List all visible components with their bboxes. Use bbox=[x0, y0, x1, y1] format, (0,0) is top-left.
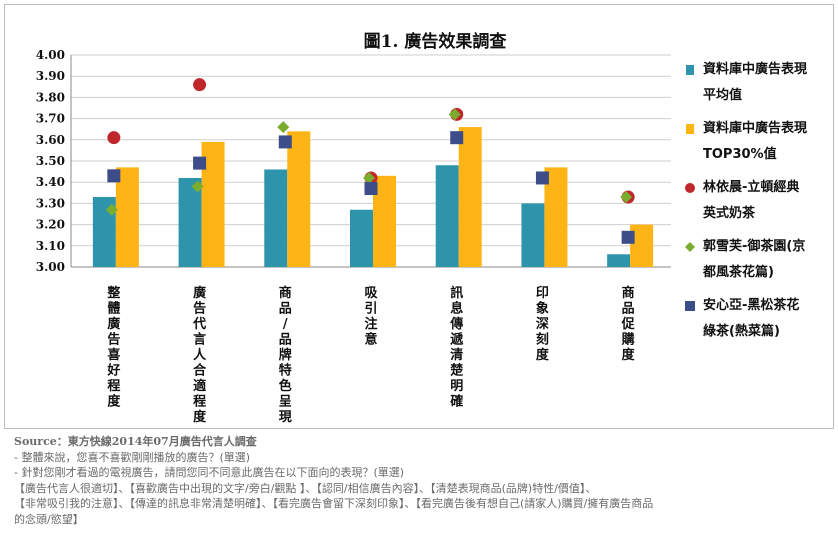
bar-average bbox=[350, 209, 373, 267]
bar-top30 bbox=[287, 131, 311, 267]
note-line: - 整體來說，您喜不喜歡剛剛播放的廣告？(單選) bbox=[14, 450, 251, 464]
bar-average bbox=[607, 254, 631, 267]
marker-square bbox=[621, 230, 635, 244]
legend-label: 資料庫中廣告表現 bbox=[703, 62, 808, 77]
chart-frame: 3.00 3.10 3.20 3.30 3.40 3.50 3.60 3.70 3.80 3.90… bbox=[4, 4, 834, 429]
bar-top30 bbox=[201, 141, 225, 267]
bar-top30 bbox=[630, 224, 654, 267]
y-tick-label: 3.70 bbox=[36, 112, 65, 126]
legend-label: 綠茶(熱菜篇) bbox=[703, 324, 780, 339]
y-tick-label: 3.40 bbox=[36, 175, 65, 189]
legend-label: 平均值 bbox=[703, 88, 743, 103]
y-tick-label: 4.00 bbox=[36, 48, 65, 62]
marker-square bbox=[193, 156, 207, 170]
x-category-label: 廣告代言人合適程度 bbox=[192, 285, 207, 425]
marker-diamond bbox=[448, 108, 461, 121]
legend-item: 郭雪芙-御茶園(京 都風茶花篇) bbox=[681, 234, 831, 286]
marker-circle bbox=[193, 78, 207, 92]
legend-item: 林依晨-立頓經典 英式奶茶 bbox=[681, 175, 831, 227]
legend-item: 安心亞-黑松茶花 綠茶(熱菜篇) bbox=[681, 293, 831, 345]
y-tick-label: 3.00 bbox=[36, 260, 65, 274]
marker-diamond bbox=[277, 121, 290, 134]
bar-top30 bbox=[544, 167, 568, 267]
y-tick-label: 3.10 bbox=[36, 239, 65, 253]
chart-title: 圖1. 廣告效果調查 bbox=[363, 32, 507, 52]
y-tick-label: 3.50 bbox=[36, 154, 65, 168]
legend-item: 資料庫中廣告表現 平均值 bbox=[681, 57, 831, 109]
legend-label: 資料庫中廣告表現 bbox=[703, 121, 808, 136]
y-tick-label: 3.60 bbox=[36, 133, 65, 147]
x-category-label: 商品/品牌特色呈現 bbox=[279, 285, 292, 425]
bar-top30 bbox=[373, 175, 396, 267]
legend-symbol bbox=[685, 242, 695, 252]
bar-top30 bbox=[115, 167, 139, 267]
marker-square bbox=[364, 182, 378, 196]
marker-square bbox=[107, 169, 121, 183]
legend-label: 林依晨-立頓經典 bbox=[703, 180, 800, 195]
legend-item: 資料庫中廣告表現 TOP30%值 bbox=[681, 116, 831, 168]
y-tick-label: 3.30 bbox=[36, 196, 65, 210]
legend-symbol bbox=[685, 183, 695, 193]
bar-average bbox=[521, 203, 545, 267]
legend-symbol bbox=[685, 65, 694, 75]
marker-diamond bbox=[363, 171, 375, 184]
legend-label: 郭雪芙-御茶園(京 bbox=[703, 239, 806, 254]
x-category-label: 商品促購度 bbox=[621, 285, 636, 363]
x-category-label: 印象深刻度 bbox=[536, 286, 550, 363]
bar-top30 bbox=[458, 127, 482, 267]
bar-average bbox=[92, 197, 116, 267]
x-category-label: 吸引注意 bbox=[364, 286, 378, 348]
legend-label: TOP30%值 bbox=[703, 147, 777, 162]
source-note: Source：東方快線2014年07月廣告代言人調查 bbox=[14, 435, 257, 448]
chart-legend: 資料庫中廣告表現 平均值 資料庫中廣告表現 TOP30%值 林依晨-立頓經典 英式奶茶 郭雪… bbox=[681, 57, 831, 352]
note-line: 【廣告代言人很適切】、【喜歡廣告中出現的文字/旁白/觀點 】、【認同/相信廣告內… bbox=[14, 481, 597, 495]
bar-average bbox=[435, 165, 459, 267]
note-line: 【非常吸引我的注意】、【傳達的訊息非常清楚明確】、【看完廣告會留下深刻印象】、【… bbox=[14, 497, 654, 511]
x-category-label: 訊息傳遞清楚明確 bbox=[449, 285, 464, 410]
legend-label: 都風茶花篇) bbox=[703, 265, 774, 280]
marker-diamond bbox=[191, 180, 204, 193]
y-tick-label: 3.80 bbox=[36, 90, 65, 104]
chart-notes: Source：東方快線2014年07月廣告代言人調查 - 整體來說，您喜不喜歡剛… bbox=[14, 434, 829, 528]
y-tick-label: 3.20 bbox=[36, 218, 65, 232]
y-tick-label: 3.90 bbox=[36, 69, 65, 83]
note-line: - 針對您剛才看過的電視廣告，請問您同不同意此廣告在以下面向的表現？(單選) bbox=[14, 466, 405, 480]
bar-average bbox=[264, 169, 288, 267]
bar-average bbox=[178, 177, 202, 267]
legend-symbol bbox=[685, 301, 695, 311]
chart-plot: 3.00 3.10 3.20 3.30 3.40 3.50 3.60 3.70 3.80 3.90… bbox=[36, 48, 671, 425]
marker-diamond bbox=[620, 191, 633, 204]
marker-circle bbox=[107, 131, 121, 145]
marker-square bbox=[450, 131, 464, 145]
x-category-label: 整體廣告喜好程度 bbox=[106, 285, 121, 410]
marker-square bbox=[535, 171, 549, 185]
legend-symbol bbox=[685, 124, 694, 134]
marker-diamond bbox=[105, 203, 118, 216]
note-line: 的念頭/慾望】 bbox=[14, 512, 84, 526]
marker-square bbox=[278, 135, 292, 149]
legend-label: 安心亞-黑松茶花 bbox=[703, 298, 800, 313]
legend-label: 英式奶茶 bbox=[703, 206, 756, 221]
